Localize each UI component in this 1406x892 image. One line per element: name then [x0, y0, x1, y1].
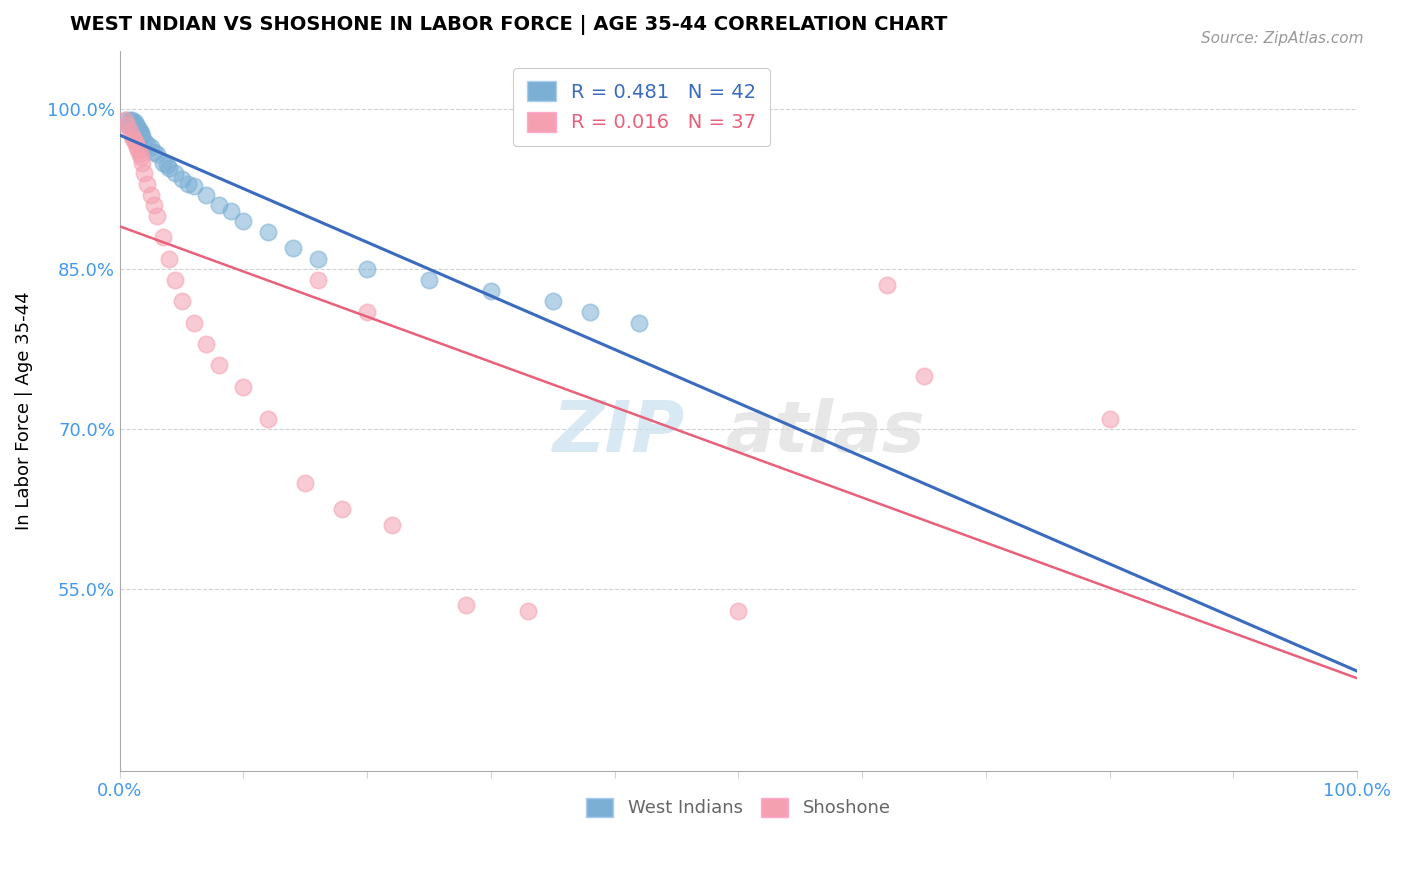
Point [727, 604, 749, 618]
Point [118, 124, 141, 138]
Point [294, 475, 316, 490]
Point [579, 305, 602, 319]
Point [170, 294, 193, 309]
Point [134, 166, 156, 180]
Point [143, 198, 166, 212]
Point [115, 113, 138, 128]
Point [131, 129, 153, 144]
Point [183, 316, 205, 330]
Point [232, 214, 254, 228]
Point [257, 411, 280, 425]
Point [125, 121, 148, 136]
Point [129, 151, 152, 165]
Point [157, 161, 180, 176]
Point [128, 147, 150, 161]
Point [195, 337, 218, 351]
Point [118, 113, 141, 128]
Point [139, 187, 162, 202]
Point [517, 604, 540, 618]
Point [332, 502, 354, 516]
Point [125, 140, 148, 154]
Point [356, 305, 378, 319]
Point [876, 278, 898, 293]
Point [912, 369, 935, 384]
Point [157, 252, 180, 266]
Text: Source: ZipAtlas.com: Source: ZipAtlas.com [1201, 31, 1364, 46]
Point [125, 120, 148, 134]
Legend: West Indians, Shoshone: West Indians, Shoshone [578, 789, 900, 827]
Text: atlas: atlas [725, 398, 925, 467]
Point [307, 273, 329, 287]
Point [628, 316, 651, 330]
Point [307, 252, 329, 266]
Point [127, 120, 149, 135]
Point [156, 158, 179, 172]
Point [127, 143, 149, 157]
Point [356, 262, 378, 277]
Point [128, 124, 150, 138]
Text: ZIP: ZIP [553, 398, 685, 467]
Point [541, 294, 564, 309]
Point [418, 273, 440, 287]
Point [121, 129, 143, 144]
Point [124, 119, 146, 133]
Point [257, 225, 280, 239]
Text: WEST INDIAN VS SHOSHONE IN LABOR FORCE | AGE 35-44 CORRELATION CHART: WEST INDIAN VS SHOSHONE IN LABOR FORCE |… [70, 15, 948, 35]
Point [146, 209, 169, 223]
Point [124, 135, 146, 149]
Point [232, 380, 254, 394]
Point [195, 187, 218, 202]
Point [125, 119, 148, 133]
Point [479, 284, 502, 298]
Point [152, 156, 174, 170]
Point [183, 179, 205, 194]
Point [122, 116, 145, 130]
Point [208, 359, 231, 373]
Point [281, 241, 304, 255]
Point [456, 599, 478, 613]
Point [117, 119, 139, 133]
Point [219, 203, 242, 218]
Point [177, 177, 200, 191]
Point [381, 518, 404, 533]
Point [127, 124, 149, 138]
Point [143, 145, 166, 160]
Y-axis label: In Labor Force | Age 35-44: In Labor Force | Age 35-44 [15, 292, 32, 530]
Point [139, 140, 162, 154]
Point [121, 113, 143, 128]
Point [120, 119, 142, 133]
Point [122, 132, 145, 146]
Point [124, 115, 146, 129]
Point [114, 113, 136, 128]
Point [152, 230, 174, 244]
Point [146, 147, 169, 161]
Point [165, 273, 187, 287]
Point [129, 126, 152, 140]
Point [134, 135, 156, 149]
Point [136, 177, 159, 191]
Point [131, 156, 153, 170]
Point [1098, 411, 1121, 425]
Point [115, 119, 138, 133]
Point [136, 136, 159, 151]
Point [121, 115, 143, 129]
Point [165, 166, 187, 180]
Point [170, 171, 193, 186]
Point [125, 136, 148, 151]
Point [208, 198, 231, 212]
